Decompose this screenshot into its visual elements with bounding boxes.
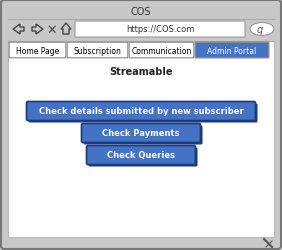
Text: Check Payments: Check Payments bbox=[102, 129, 180, 138]
Text: Check details submitted by new subscriber: Check details submitted by new subscribe… bbox=[39, 107, 243, 116]
FancyBboxPatch shape bbox=[83, 126, 202, 145]
FancyBboxPatch shape bbox=[75, 22, 245, 38]
FancyBboxPatch shape bbox=[195, 43, 269, 59]
FancyBboxPatch shape bbox=[129, 43, 194, 59]
FancyBboxPatch shape bbox=[9, 43, 66, 59]
FancyBboxPatch shape bbox=[87, 146, 195, 165]
Text: Home Page: Home Page bbox=[16, 46, 59, 55]
FancyBboxPatch shape bbox=[27, 102, 255, 121]
FancyBboxPatch shape bbox=[67, 43, 128, 59]
Text: Subscription: Subscription bbox=[74, 46, 122, 55]
Text: COS: COS bbox=[131, 7, 151, 17]
Text: Check Queries: Check Queries bbox=[107, 151, 175, 160]
Text: ✕: ✕ bbox=[47, 24, 57, 36]
FancyBboxPatch shape bbox=[81, 124, 201, 143]
Ellipse shape bbox=[250, 24, 274, 36]
FancyBboxPatch shape bbox=[28, 104, 257, 123]
FancyBboxPatch shape bbox=[89, 148, 197, 167]
Text: Streamable: Streamable bbox=[109, 67, 173, 77]
Text: q: q bbox=[257, 25, 263, 35]
Text: https://COS.com: https://COS.com bbox=[126, 26, 194, 34]
Bar bbox=[8, 42, 274, 237]
Text: Communication: Communication bbox=[131, 46, 192, 55]
Text: Admin Portal: Admin Portal bbox=[207, 46, 257, 55]
